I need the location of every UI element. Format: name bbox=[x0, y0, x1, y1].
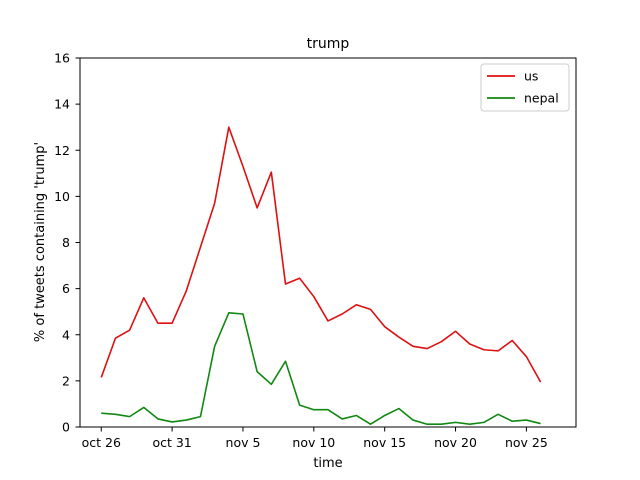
x-tick-label: oct 31 bbox=[152, 435, 191, 450]
x-tick-label: nov 15 bbox=[363, 435, 406, 450]
series-line-us bbox=[100, 126, 542, 383]
y-tick-label: 16 bbox=[54, 51, 70, 66]
y-tick-label: 6 bbox=[62, 281, 70, 296]
y-axis-ticks: 0 2 4 6 8 10 12 14 16 bbox=[54, 51, 80, 435]
series-layer bbox=[100, 126, 542, 426]
y-tick-label: 2 bbox=[62, 373, 70, 388]
legend-label-nepal: nepal bbox=[524, 91, 559, 106]
x-tick-label: nov 25 bbox=[505, 435, 548, 450]
y-tick-label: 4 bbox=[62, 327, 70, 342]
y-tick-label: 8 bbox=[62, 235, 70, 250]
y-tick-label: 10 bbox=[54, 189, 70, 204]
x-tick-label: nov 20 bbox=[434, 435, 477, 450]
x-axis-ticks: oct 26 oct 31 nov 5 nov 10 nov 15 nov 20 nov 2… bbox=[82, 427, 548, 450]
chart-title: trump bbox=[307, 36, 350, 52]
x-tick-label: nov 10 bbox=[292, 435, 335, 450]
legend: us nepal bbox=[480, 63, 570, 112]
series-line-nepal bbox=[101, 312, 541, 426]
x-tick-label: oct 26 bbox=[82, 435, 121, 450]
y-tick-label: 14 bbox=[54, 97, 70, 112]
y-tick-label: 12 bbox=[54, 143, 70, 158]
y-axis-label: % of tweets containing 'trump' bbox=[33, 142, 48, 342]
y-tick-label: 0 bbox=[62, 420, 70, 435]
x-tick-label: nov 5 bbox=[226, 435, 261, 450]
x-axis-label: time bbox=[313, 456, 342, 471]
legend-label-us: us bbox=[524, 69, 538, 84]
